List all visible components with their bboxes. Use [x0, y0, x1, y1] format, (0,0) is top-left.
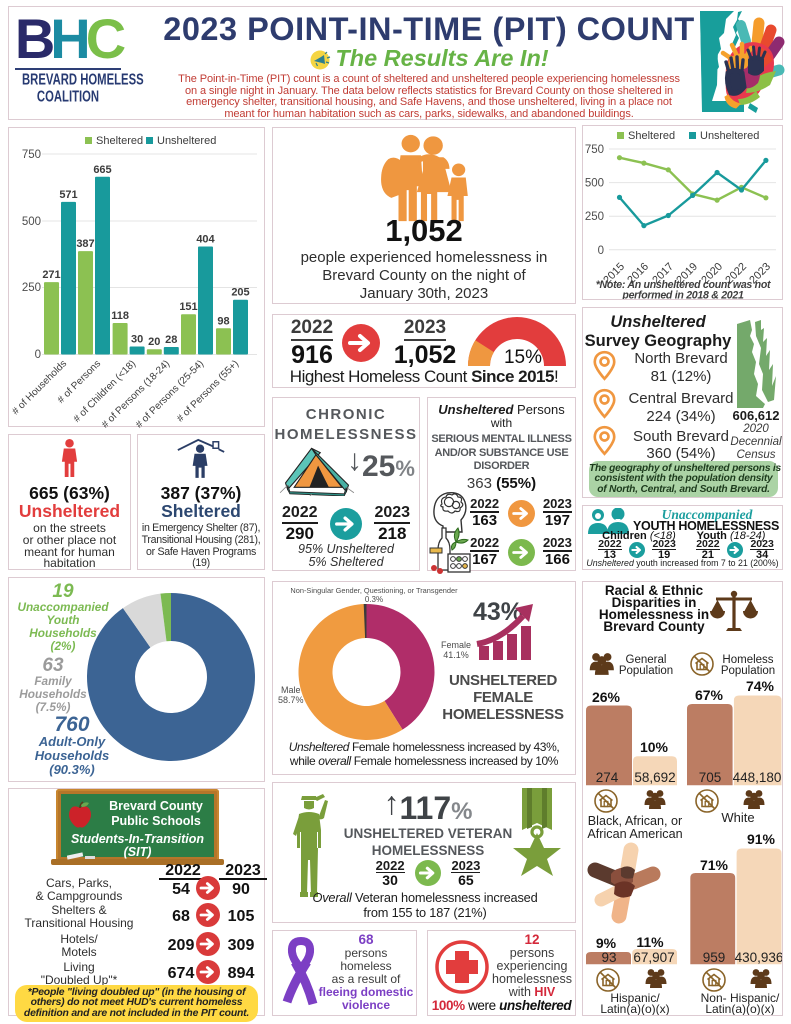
svg-text:665: 665 [93, 164, 111, 176]
svg-text:274: 274 [596, 770, 619, 785]
svg-text:African American: African American [587, 827, 682, 841]
svg-text:White: White [721, 810, 754, 825]
svg-text:67,907: 67,907 [633, 950, 674, 965]
svg-text:500: 500 [585, 178, 604, 190]
svg-text:0: 0 [598, 245, 604, 257]
svg-text:74%: 74% [746, 678, 775, 694]
svg-text:15%: 15% [504, 347, 542, 367]
svg-text:Homeless: Homeless [722, 654, 773, 666]
svg-text:151: 151 [179, 301, 197, 313]
svg-text:404: 404 [196, 234, 215, 246]
svg-text:Hispanic/: Hispanic/ [610, 991, 660, 1005]
svg-text:250: 250 [22, 282, 41, 294]
svg-text:271: 271 [42, 269, 60, 281]
svg-text:959: 959 [703, 950, 726, 965]
svg-text:10%: 10% [640, 739, 669, 755]
svg-text:98: 98 [217, 315, 229, 327]
svg-text:# of Persons (55+): # of Persons (55+) [175, 358, 241, 424]
svg-text:750: 750 [585, 144, 604, 156]
svg-text:performed in 2018 & 2021: performed in 2018 & 2021 [621, 290, 744, 300]
svg-text:Unsheltered: Unsheltered [700, 130, 759, 142]
svg-text:Latin(a)(o)(x): Latin(a)(o)(x) [600, 1002, 669, 1015]
svg-text:93: 93 [601, 950, 616, 965]
svg-text:28: 28 [165, 334, 177, 346]
svg-text:58,692: 58,692 [634, 770, 675, 785]
svg-text:71%: 71% [700, 857, 729, 873]
svg-text:# of Children (<18): # of Children (<18) [72, 358, 139, 425]
svg-text:Latin(a)(o)(x): Latin(a)(o)(x) [705, 1002, 774, 1015]
svg-text:*Note: An unsheltered count wa: *Note: An unsheltered count was not [596, 279, 771, 291]
svg-text:0: 0 [35, 349, 41, 361]
svg-text:# of Persons (25-54): # of Persons (25-54) [134, 358, 206, 430]
svg-text:30: 30 [131, 334, 143, 346]
svg-text:448,180: 448,180 [733, 770, 782, 785]
svg-text:250: 250 [585, 211, 604, 223]
svg-text:Racial & Ethnic: Racial & Ethnic [605, 583, 704, 598]
svg-text:9%: 9% [596, 935, 617, 951]
svg-text:67%: 67% [695, 687, 724, 703]
svg-text:500: 500 [22, 216, 41, 228]
svg-text:Unsheltered: Unsheltered [157, 135, 216, 147]
svg-text:Population: Population [619, 665, 673, 677]
svg-text:91%: 91% [747, 831, 776, 847]
svg-text:571: 571 [59, 189, 77, 201]
svg-text:Homelessness in: Homelessness in [599, 607, 709, 622]
svg-text:Non- Hispanic/: Non- Hispanic/ [701, 991, 780, 1005]
svg-text:11%: 11% [636, 934, 664, 950]
svg-text:387: 387 [76, 238, 94, 250]
svg-text:Population: Population [721, 665, 775, 677]
svg-text:Disparities in: Disparities in [612, 595, 697, 610]
svg-text:# of Households: # of Households [10, 358, 69, 417]
svg-text:430,936: 430,936 [735, 950, 782, 965]
svg-text:118: 118 [111, 310, 129, 322]
svg-text:205: 205 [231, 287, 249, 299]
svg-text:20: 20 [148, 336, 160, 348]
svg-text:705: 705 [699, 770, 722, 785]
svg-text:Black, African, or: Black, African, or [588, 814, 683, 828]
svg-text:General: General [626, 654, 667, 666]
svg-text:750: 750 [22, 149, 41, 161]
svg-text:Brevard County: Brevard County [603, 619, 705, 634]
svg-text:Sheltered: Sheltered [628, 130, 675, 142]
svg-text:Sheltered: Sheltered [96, 135, 143, 147]
svg-text:26%: 26% [592, 689, 621, 705]
